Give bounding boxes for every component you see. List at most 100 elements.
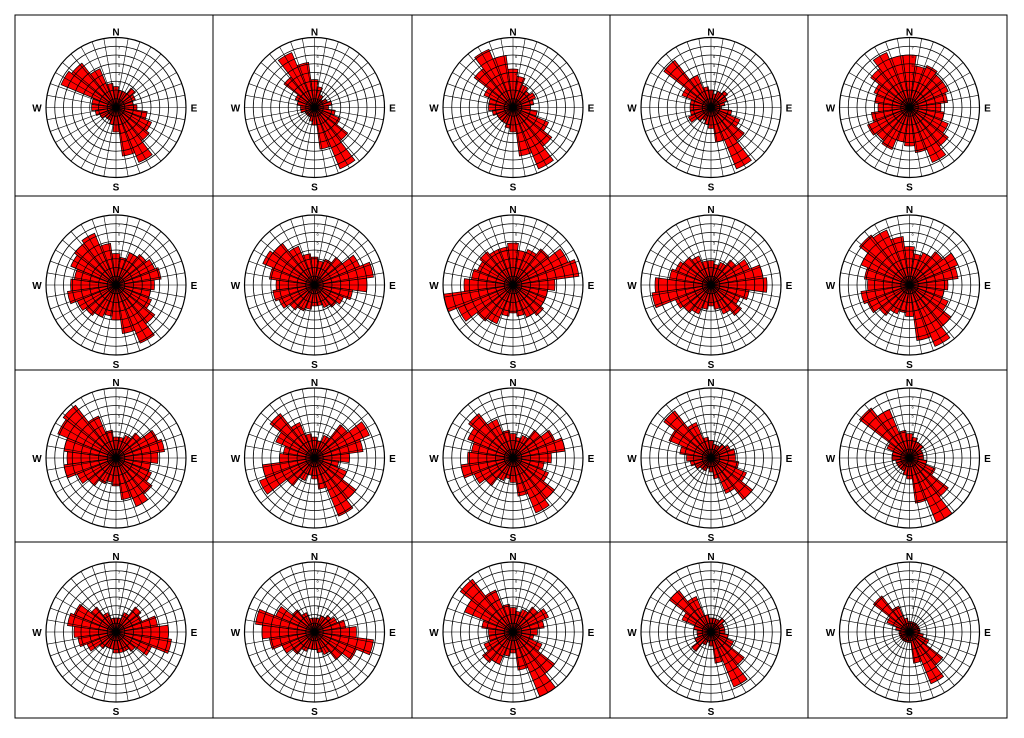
spoke-36 [500,216,514,286]
spoke-30 [645,260,712,286]
wind-rose-panel-11: 1 2 3 4 5 6 7 N E S W [14,369,214,544]
spoke-9 [314,95,384,108]
spoke-2 [909,389,922,459]
spoke-32 [657,586,712,633]
spoke-16 [512,284,549,346]
spoke-12 [512,284,579,310]
spoke-8 [909,433,976,459]
spoke-22 [675,107,712,169]
petal-sector-10 [512,284,545,317]
spoke-34 [874,224,910,286]
spoke-4 [115,397,152,459]
spoke-14 [512,107,567,153]
spoke-2 [512,38,526,108]
spoke-32 [459,62,514,108]
north-label: N [509,552,516,563]
spoke-6 [314,586,369,633]
spoke-36 [302,216,315,286]
spoke-21 [91,107,117,174]
west-label: W [231,281,241,292]
spoke-11 [909,107,979,120]
spoke-34 [874,46,910,108]
spoke-31 [55,596,117,633]
spoke-13 [909,631,971,668]
ring-value-label: 3 [118,258,121,263]
spoke-23 [665,284,712,339]
spoke-14 [512,631,567,678]
spoke-9 [314,445,384,459]
spoke-6 [314,412,369,459]
ring-value-label: 7 [118,396,121,401]
petal-sector-22 [459,578,514,633]
spoke-23 [665,457,712,512]
spoke-2 [115,38,129,108]
ring-value-label: 4 [118,249,121,254]
spoke-20 [500,284,514,354]
ring-value-label: 3 [118,605,121,610]
radial-spokes [244,215,385,355]
ring-value-label: 2 [912,440,915,445]
spoke-18 [710,107,724,177]
ring-value-label: 6 [912,405,915,410]
spoke-25 [253,107,315,143]
spoke-3 [115,392,141,459]
spoke-3 [314,219,339,286]
spoke-23 [269,284,315,339]
east-label: E [191,454,198,465]
petal-sector-22 [872,595,910,633]
spoke-2 [909,563,922,633]
spoke-6 [314,239,369,286]
spoke-17 [115,631,141,698]
west-label: W [826,281,836,292]
spoke-9 [909,619,979,633]
spoke-35 [885,566,910,633]
spoke-2 [314,216,327,286]
spoke-2 [314,38,327,108]
wind-rose-panel-18: 1 2 3 4 5 6 7 N E S W [411,541,611,719]
south-label: S [510,183,517,194]
spoke-3 [512,219,538,286]
spoke-11 [512,631,582,645]
spoke-12 [710,107,777,132]
south-label: S [311,360,318,371]
south-label: S [906,183,913,194]
spoke-4 [314,571,350,633]
spoke-32 [459,412,514,459]
spoke-16 [115,284,152,346]
ring-value-label: 5 [317,413,320,418]
west-label: W [231,104,241,115]
spoke-14 [115,631,170,678]
spoke-34 [874,397,910,459]
ring-value-label: 1 [118,448,121,453]
spoke-17 [512,284,538,351]
spoke-12 [710,631,777,657]
ring-value-label: 2 [118,614,121,619]
spoke-33 [70,53,117,108]
spoke-36 [103,38,117,108]
spoke-30 [50,607,117,633]
spoke-24 [459,107,514,153]
north-label: N [112,205,119,216]
petals [872,595,945,685]
ring-value-label: 5 [118,587,121,592]
east-label: E [389,104,396,115]
spoke-32 [855,412,910,459]
spoke-35 [488,566,514,633]
spoke-16 [314,631,350,693]
ring-value-label: 1 [515,622,518,627]
spoke-33 [665,231,712,286]
spoke-3 [909,566,934,633]
spoke-12 [512,631,579,657]
spoke-24 [260,284,315,331]
spoke-27 [840,107,910,120]
spoke-3 [314,41,339,108]
spoke-36 [698,38,712,108]
south-label: S [113,183,120,194]
east-label: E [588,104,595,115]
spoke-16 [710,457,747,519]
spoke-12 [115,457,182,483]
spoke-15 [314,107,360,162]
spoke-14 [710,284,765,331]
spoke-30 [645,433,712,459]
spoke-26 [50,284,117,310]
